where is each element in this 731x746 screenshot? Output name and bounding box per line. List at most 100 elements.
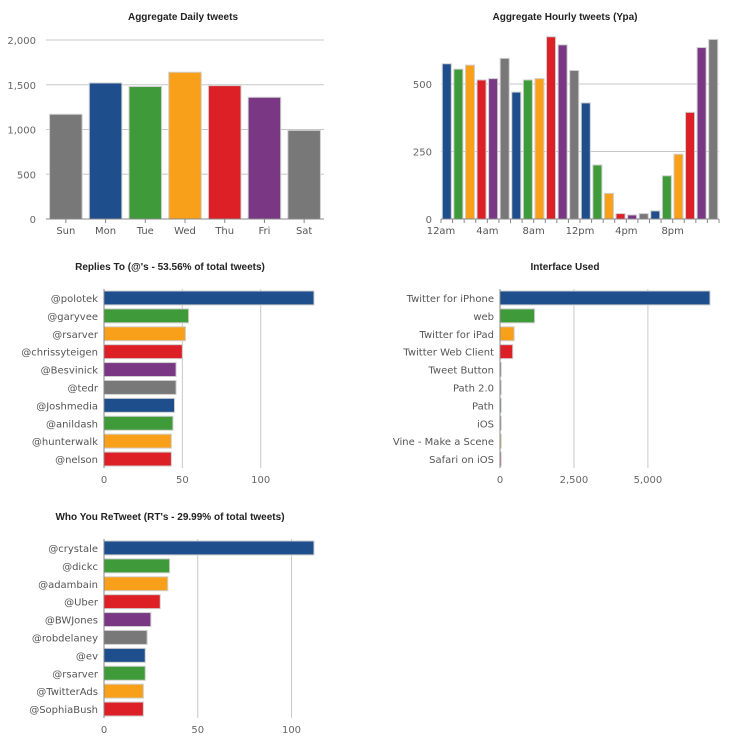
bar [103,683,144,699]
bar [103,290,315,306]
y-category-label: @robdelaney [32,633,98,644]
bar [650,210,661,220]
y-tick-label: 500 [413,80,432,91]
x-tick-label: 0 [101,725,107,736]
bar [88,82,123,220]
bar [696,47,707,220]
interface-used-chart: Interface Used 0 2,500 5,000 Twitter for iP… [365,250,731,490]
y-category-label: @Besvinick [41,366,99,377]
who-you-retweet-svg: Who You ReTweet (RT's - 29.99% of total … [29,512,315,736]
bar [546,36,557,220]
bar [627,214,638,220]
bar [580,102,591,220]
bar [522,79,533,220]
chart-title: Who You ReTweet (RT's - 29.99% of total … [55,512,284,523]
bar [103,665,146,681]
x-tick-label: 2,500 [560,475,589,486]
bar [464,64,475,220]
bar [103,362,177,378]
y-tick-label: 250 [413,148,432,159]
x-tick-label: 100 [251,475,270,486]
chart-title: Aggregate Hourly tweets (Ypa) [492,12,637,23]
bar [441,63,452,220]
x-tick-label: Thu [214,226,234,237]
bar [511,91,522,220]
replies-to-chart: Replies To (@'s - 53.56% of total tweets… [0,250,340,490]
bar [476,79,487,220]
bar [534,78,545,220]
y-category-label: @tedr [67,383,98,394]
bar [499,308,536,324]
bar [103,540,315,556]
bar [103,344,183,360]
daily-tweets-svg: Aggregate Daily tweets 0 500 1,000 1,500 2,0… [7,12,324,237]
y-tick-label: 1,000 [7,126,36,137]
y-category-label: Path 2.0 [453,383,494,394]
bar [103,558,171,574]
x-tick-label: Tue [136,226,154,237]
bar [103,701,144,717]
bar [103,433,172,449]
y-category-label: @nelson [55,455,98,466]
bar [103,379,177,395]
bar [247,96,282,220]
bar [103,397,176,413]
y-category-label: Tweet Button [427,366,494,377]
x-tick-label: Sun [56,226,75,237]
y-category-label: @Uber [64,598,99,609]
x-tick-label: 12pm [566,226,595,237]
bar [103,326,186,342]
hourly-tweets-chart: Aggregate Hourly tweets (Ypa) 0 250 500 12a… [365,0,731,245]
who-you-retweet-chart: Who You ReTweet (RT's - 29.99% of total … [0,500,340,746]
bar [557,44,568,220]
y-category-label: @TwitterAds [36,687,98,698]
y-category-label: @ev [76,651,98,662]
bar [592,164,603,220]
x-tick-label: Wed [174,226,196,237]
y-category-label: web [473,312,494,323]
y-category-label: Twitter Web Client [402,348,494,359]
y-category-label: @hunterwalk [32,437,98,448]
x-tick-label: 50 [191,725,204,736]
replies-to-svg: Replies To (@'s - 53.56% of total tweets… [21,262,315,486]
interface-used-svg: Interface Used 0 2,500 5,000 Twitter for iP… [393,262,711,486]
bar [499,326,515,342]
y-category-label: @SophiaBush [29,705,98,716]
bar [708,38,719,220]
bar [661,175,672,220]
bar [103,451,172,467]
chart-title: Interface Used [531,262,600,273]
y-category-label: @dickc [62,562,98,573]
x-tick-label: 8am [523,226,545,237]
x-tick-label: 0 [101,475,107,486]
y-category-label: Vine - Make a Scene [393,437,494,448]
y-category-label: @BWJones [45,616,98,627]
bar [103,629,148,645]
x-tick-label: 100 [282,725,301,736]
x-tick-label: 4am [476,226,498,237]
bar [569,70,580,220]
y-category-label: @rsarver [52,330,99,341]
bar [103,576,169,592]
y-tick-label: 0 [426,215,432,226]
x-tick-label: Mon [95,226,116,237]
y-tick-label: 500 [17,170,36,181]
x-tick-label: 12am [427,226,456,237]
bar [499,290,711,306]
bar [638,213,649,220]
x-tick-label: 50 [176,475,189,486]
y-category-label: @garyvee [47,312,98,323]
x-tick-label: Sat [296,226,312,237]
bar [615,213,626,220]
daily-tweets-chart: Aggregate Daily tweets 0 500 1,000 1,500 2,0… [0,0,340,245]
bar [103,612,152,628]
y-tick-label: 0 [30,215,36,226]
x-tick-label: 0 [497,475,503,486]
x-tick-label: Fri [258,226,270,237]
x-tick-label: 5,000 [634,475,663,486]
y-category-label: Safari on iOS [429,455,494,466]
y-category-label: @rsarver [52,669,99,680]
bar [103,415,174,431]
bar [673,153,684,220]
bar [128,86,163,220]
